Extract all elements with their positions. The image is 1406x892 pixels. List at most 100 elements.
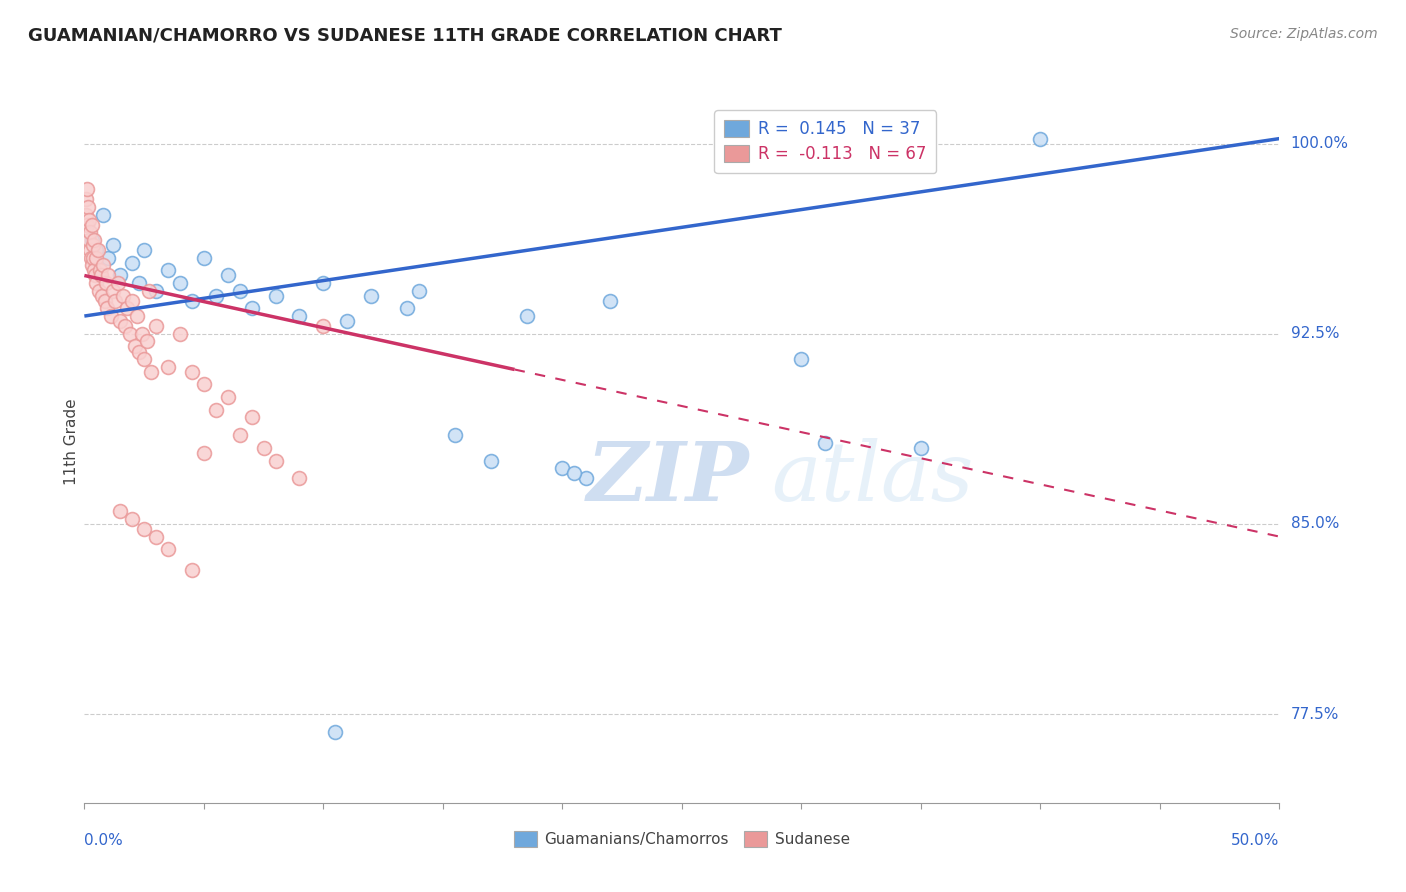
Point	[83, 263, 105, 277]
Point	[83, 233, 105, 247]
Point	[93, 258, 115, 272]
Point	[118, 326, 141, 341]
Point	[181, 293, 204, 308]
Point	[93, 208, 115, 222]
Point	[97, 268, 120, 283]
Point	[193, 446, 215, 460]
Point	[444, 428, 467, 442]
Point	[131, 326, 153, 341]
Text: 50.0%: 50.0%	[1232, 833, 1279, 848]
Point	[87, 284, 110, 298]
Point	[145, 530, 167, 544]
Point	[396, 301, 419, 316]
Point	[229, 284, 252, 298]
Point	[110, 314, 132, 328]
Text: 0.0%: 0.0%	[84, 833, 124, 848]
Point	[121, 293, 143, 308]
Point	[86, 276, 108, 290]
Point	[551, 461, 574, 475]
Point	[84, 268, 107, 283]
Point	[132, 243, 156, 257]
Point	[169, 326, 191, 341]
Point	[264, 289, 287, 303]
Point	[408, 284, 430, 298]
Text: GUAMANIAN/CHAMORRO VS SUDANESE 11TH GRADE CORRELATION CHART: GUAMANIAN/CHAMORRO VS SUDANESE 11TH GRAD…	[28, 27, 782, 45]
Text: ZIP: ZIP	[586, 438, 749, 517]
Point	[128, 344, 150, 359]
Point	[1029, 131, 1052, 145]
Text: 77.5%: 77.5%	[1291, 706, 1339, 722]
Legend: Guamanians/Chamorros, Sudanese: Guamanians/Chamorros, Sudanese	[508, 825, 856, 853]
Point	[80, 251, 103, 265]
Point	[516, 309, 538, 323]
Point	[101, 238, 124, 252]
Point	[564, 467, 586, 481]
Point	[107, 276, 129, 290]
Point	[96, 301, 118, 316]
Point	[157, 263, 180, 277]
Point	[145, 319, 167, 334]
Point	[141, 365, 163, 379]
Point	[94, 276, 117, 290]
Point	[157, 359, 180, 374]
Point	[77, 233, 100, 247]
Point	[288, 309, 311, 323]
Point	[181, 563, 204, 577]
Point	[169, 276, 191, 290]
Point	[111, 289, 134, 303]
Point	[193, 377, 215, 392]
Text: atlas: atlas	[772, 438, 974, 517]
Point	[89, 263, 111, 277]
Point	[240, 301, 263, 316]
Point	[128, 276, 150, 290]
Text: 92.5%: 92.5%	[1291, 326, 1339, 342]
Point	[110, 504, 132, 518]
Point	[217, 268, 239, 283]
Point	[312, 276, 335, 290]
Point	[84, 251, 107, 265]
Point	[114, 319, 136, 334]
Point	[132, 352, 156, 367]
Point	[80, 233, 103, 247]
Point	[91, 289, 114, 303]
Point	[479, 453, 502, 467]
Point	[97, 251, 120, 265]
Point	[240, 410, 263, 425]
Point	[93, 293, 115, 308]
Point	[229, 428, 252, 442]
Point	[110, 268, 132, 283]
Point	[138, 284, 160, 298]
Point	[79, 243, 101, 257]
Point	[121, 512, 143, 526]
Point	[193, 251, 215, 265]
Point	[82, 238, 104, 252]
Point	[76, 218, 98, 232]
Point	[312, 319, 335, 334]
Point	[814, 435, 837, 450]
Point	[77, 212, 100, 227]
Point	[76, 182, 98, 196]
Point	[157, 542, 180, 557]
Point	[117, 301, 139, 316]
Text: Source: ZipAtlas.com: Source: ZipAtlas.com	[1230, 27, 1378, 41]
Point	[205, 402, 228, 417]
Point	[599, 293, 621, 308]
Point	[90, 268, 112, 283]
Point	[360, 289, 382, 303]
Point	[86, 243, 108, 257]
Point	[80, 258, 103, 272]
Point	[217, 390, 239, 404]
Point	[86, 243, 108, 257]
Point	[790, 352, 813, 367]
Point	[77, 200, 100, 214]
Point	[135, 334, 157, 349]
Point	[125, 309, 148, 323]
Point	[80, 218, 103, 232]
Point	[145, 284, 167, 298]
Point	[336, 314, 359, 328]
Point	[75, 193, 97, 207]
Point	[264, 453, 287, 467]
Point	[121, 256, 143, 270]
Point	[253, 441, 276, 455]
Point	[104, 293, 127, 308]
